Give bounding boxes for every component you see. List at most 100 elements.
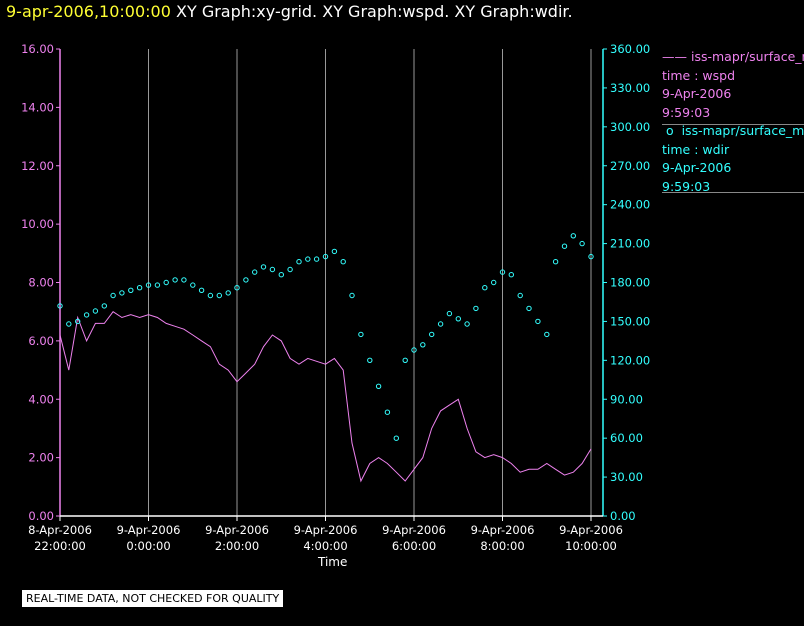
- series-wdir-point-17: [207, 292, 214, 299]
- x-tick-label-date-2: 9-Apr-2006: [205, 523, 269, 537]
- right-tick-label-9: 270.00: [610, 159, 650, 173]
- tick-labels: 0.00 2.00 4.00 6.00 8.00 10.00 12.00 14.00 16.00…: [21, 42, 650, 553]
- right-tick-label-8: 240.00: [610, 198, 650, 212]
- series-wdir-point-16: [198, 287, 205, 293]
- series-wdir-point-50: [499, 269, 506, 275]
- left-tick-label-6: 12.00: [21, 159, 54, 173]
- series-wdir-point-30: [322, 253, 329, 260]
- series-wspd-line: [59, 311, 592, 483]
- x-tick-label-time-0: 22:00:00: [34, 539, 86, 553]
- series-wdir-point-29: [313, 256, 320, 262]
- axes: [59, 49, 604, 517]
- series-wdir-point-56: [552, 259, 559, 265]
- series-wdir-point-24: [269, 266, 276, 273]
- legend-series2-name: o iss-mapr/surface_m: [662, 123, 804, 138]
- x-axis-title: Time: [318, 555, 348, 569]
- series-layer: [57, 233, 594, 483]
- x-tick-label-time-6: 10:00:00: [565, 539, 617, 553]
- x-tick-label-date-0: 8-Apr-2006: [28, 523, 92, 537]
- quality-note: REAL-TIME DATA, NOT CHECKED FOR QUALITY: [21, 589, 285, 608]
- left-tick-label-1: 2.00: [28, 451, 54, 465]
- series-wdir-point-20: [234, 285, 240, 291]
- left-tick-label-7: 14.00: [21, 100, 54, 114]
- series-wdir-point-46: [464, 321, 470, 327]
- x-tick-label-date-4: 9-Apr-2006: [382, 523, 446, 537]
- series-wdir-point-41: [420, 342, 426, 348]
- x-tick-label-time-3: 4:00:00: [303, 539, 347, 553]
- series-wdir-point-43: [437, 321, 444, 327]
- x-tick-label-date-6: 9-Apr-2006: [559, 523, 623, 537]
- x-tick-label-time-1: 0:00:00: [126, 539, 170, 553]
- x-tick-label-date-3: 9-Apr-2006: [294, 523, 358, 537]
- series-wdir-point-5: [101, 303, 108, 309]
- series-wdir-point-49: [491, 279, 497, 286]
- graph-header: 9-apr-2006,10:00:00 XY Graph:xy-grid. XY…: [6, 2, 573, 21]
- legend-series2-line3: 9-Apr-2006: [662, 160, 732, 175]
- right-tick-label-3: 90.00: [610, 392, 643, 406]
- series-wdir-point-59: [579, 240, 585, 247]
- x-tick-label-date-5: 9-Apr-2006: [471, 523, 535, 537]
- series-wdir-point-18: [216, 292, 223, 299]
- series-wdir-point-21: [243, 277, 249, 283]
- series-wdir-point-0: [57, 303, 63, 309]
- legend-series1-line4: 9:59:03: [662, 104, 711, 120]
- series-wdir-point-37: [384, 409, 391, 415]
- series-wdir-point-12: [163, 279, 169, 286]
- right-tick-label-7: 210.00: [610, 237, 650, 251]
- left-tick-label-4: 8.00: [28, 276, 54, 290]
- left-tick-label-0: 0.00: [28, 509, 54, 523]
- series-wdir-point-6: [110, 292, 116, 299]
- series-wdir-point-2: [75, 318, 81, 325]
- legend-series1-name: —— iss-mapr/surface_m: [662, 49, 804, 64]
- series-wdir-point-27: [296, 259, 302, 265]
- series-wdir-point-19: [225, 290, 231, 296]
- series-wdir-point-57: [561, 243, 568, 249]
- series-wdir-point-23: [260, 264, 267, 270]
- right-tick-label-0: 0.00: [610, 509, 636, 523]
- series-wdir-point-48: [482, 285, 488, 291]
- series-wdir-point-60: [588, 253, 594, 260]
- series-wdir-point-4: [92, 308, 99, 314]
- series-wdir-point-25: [278, 272, 284, 278]
- legend-separator: [662, 192, 804, 193]
- right-tick-label-5: 150.00: [610, 314, 650, 328]
- right-tick-label-10: 300.00: [610, 120, 650, 134]
- series-wdir-point-1: [66, 321, 72, 327]
- series-wdir-point-13: [172, 277, 178, 283]
- header-timestamp: 9-apr-2006,10:00:00: [6, 2, 171, 21]
- left-tick-label-5: 10.00: [21, 217, 54, 231]
- series-wdir-point-44: [446, 310, 453, 317]
- series-wdir-point-14: [181, 277, 187, 283]
- right-tick-label-11: 330.00: [610, 81, 650, 95]
- series-wdir-point-47: [473, 305, 479, 312]
- legend-series1-line2: time : wspd: [662, 67, 736, 83]
- x-tick-label-time-2: 2:00:00: [215, 539, 259, 553]
- series-wdir-point-22: [252, 269, 258, 275]
- series-wdir-point-35: [367, 357, 373, 363]
- right-tick-label-2: 60.00: [610, 431, 643, 445]
- series-wdir-point-52: [517, 292, 523, 299]
- series-wdir-point-26: [287, 266, 293, 273]
- left-tick-label-3: 6.00: [28, 334, 54, 348]
- x-tick-label-time-4: 6:00:00: [392, 539, 436, 553]
- x-tick-label-date-1: 9-Apr-2006: [117, 523, 181, 537]
- right-tick-label-4: 120.00: [610, 353, 650, 367]
- x-tick-label-time-5: 8:00:00: [480, 539, 524, 553]
- series-wdir-point-40: [411, 347, 417, 353]
- series-wdir-point-7: [119, 290, 125, 296]
- series-wdir-point-3: [83, 312, 90, 318]
- series-wdir-point-33: [349, 292, 355, 299]
- series-wdir-point-51: [508, 272, 514, 278]
- series-wdir-point-58: [570, 233, 576, 239]
- header-title: XY Graph:xy-grid. XY Graph:wspd. XY Grap…: [176, 2, 573, 21]
- series-wdir-point-55: [544, 331, 550, 338]
- legend-series2-line2: time : wdir: [662, 141, 730, 157]
- series-wdir-point-10: [145, 282, 152, 288]
- series-wdir-point-39: [402, 357, 408, 363]
- legend-series1-line3: 9-Apr-2006: [662, 86, 732, 101]
- legend-separator: [662, 124, 804, 125]
- right-tick-label-12: 360.00: [610, 42, 650, 56]
- right-tick-label-6: 180.00: [610, 276, 650, 290]
- legend-series2-line4: 9:59:03: [662, 178, 711, 194]
